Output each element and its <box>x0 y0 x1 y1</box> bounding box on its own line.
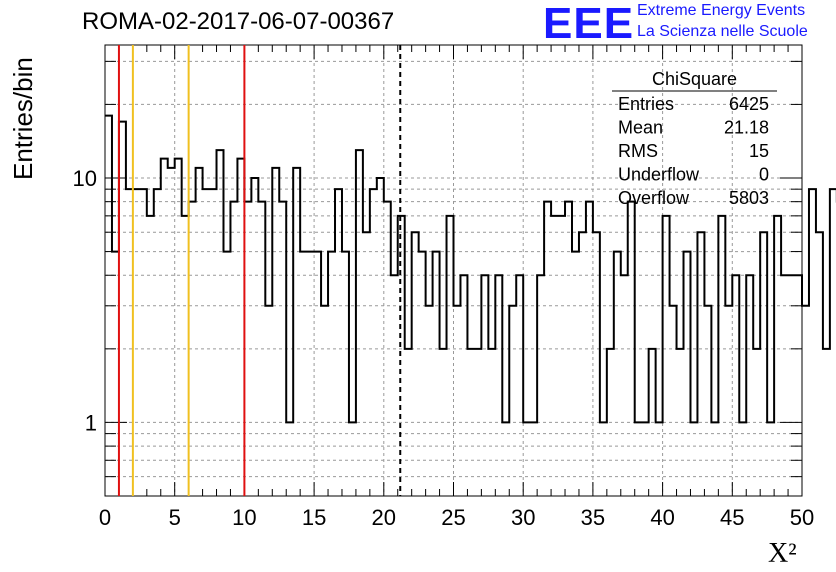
stats-title: ChiSquare <box>652 69 737 89</box>
stats-label: Mean <box>618 118 663 138</box>
x-tick-label: 0 <box>99 505 111 530</box>
stats-value: 6425 <box>729 94 769 114</box>
x-tick-label: 30 <box>511 505 535 530</box>
stats-label: RMS <box>618 141 658 161</box>
stats-label: Entries <box>618 94 674 114</box>
x-tick-label: 45 <box>720 505 744 530</box>
logo-tagline-2: La Scienza nelle Scuole <box>637 23 808 40</box>
stats-value: 15 <box>749 141 769 161</box>
x-tick-label: 50 <box>790 505 814 530</box>
stats-label: Underflow <box>618 165 700 185</box>
x-tick-label: 35 <box>581 505 605 530</box>
x-tick-label: 25 <box>441 505 465 530</box>
x-tick-label: 5 <box>169 505 181 530</box>
eee-logo: EEE <box>543 0 635 48</box>
stats-label: Overflow <box>618 188 690 208</box>
x-tick-label: 15 <box>302 505 326 530</box>
x-axis-label: Χ² <box>768 538 797 569</box>
chart-title: ROMA-02-2017-06-07-00367 <box>82 8 395 35</box>
histogram-line <box>105 114 836 424</box>
y-axis-label: Entries/bin <box>8 57 38 180</box>
x-tick-label: 20 <box>372 505 396 530</box>
stats-value: 5803 <box>729 188 769 208</box>
stats-value: 0 <box>759 165 769 185</box>
stats-value: 21.18 <box>724 118 769 138</box>
y-tick-label: 10 <box>73 166 97 191</box>
x-tick-label: 40 <box>650 505 674 530</box>
y-tick-label: 1 <box>85 410 97 435</box>
x-tick-label: 10 <box>232 505 256 530</box>
logo-tagline-1: Extreme Energy Events <box>637 2 806 19</box>
